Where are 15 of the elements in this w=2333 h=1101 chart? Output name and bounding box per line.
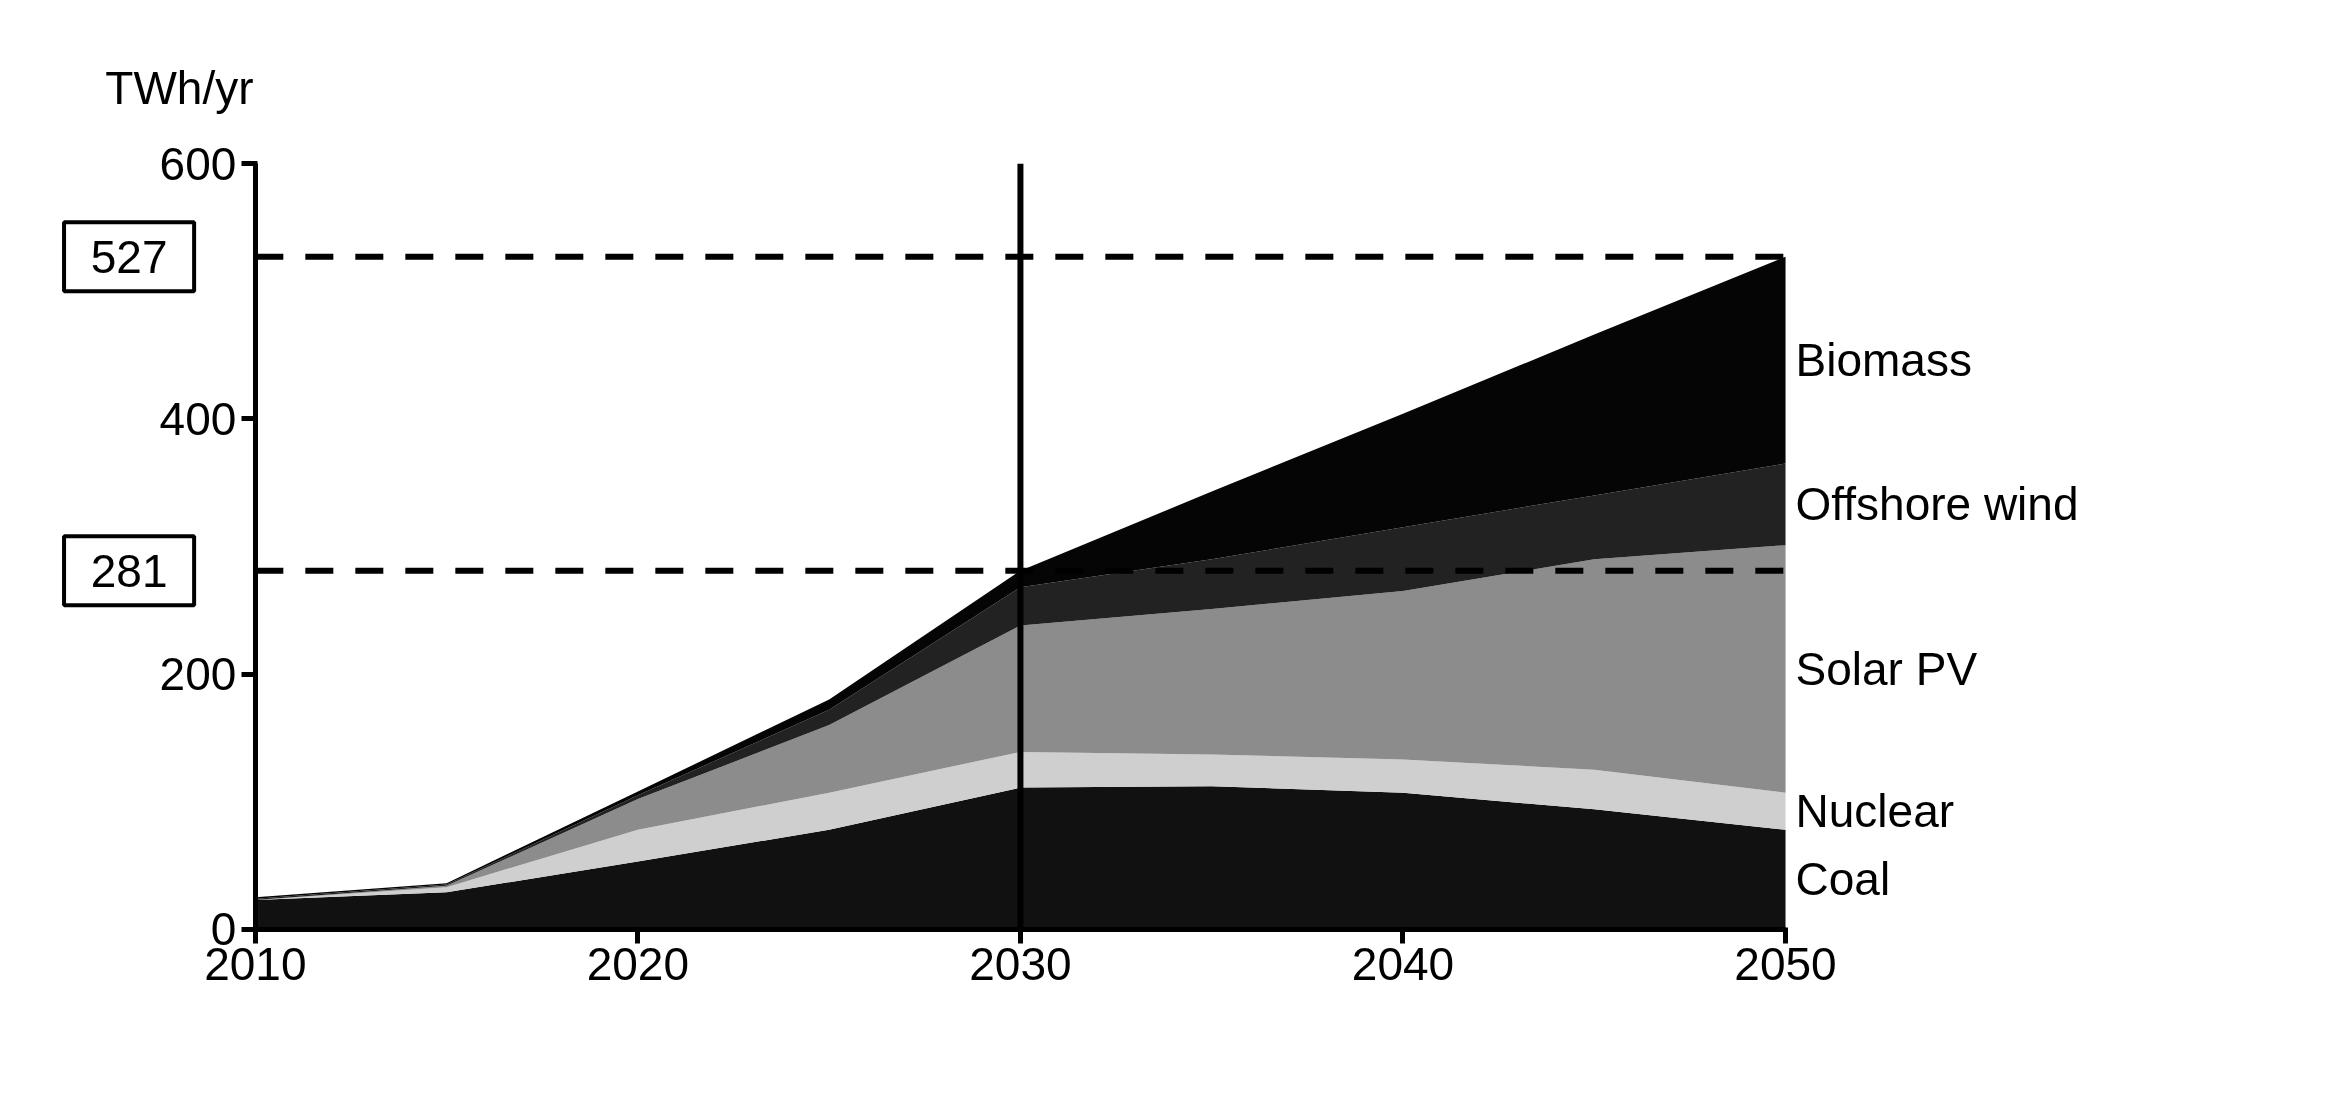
- x-tick-label: 2020: [586, 938, 690, 991]
- series-label: Solar PV: [1795, 642, 1978, 695]
- series-label: Biomass: [1795, 334, 1972, 387]
- ref-line-label: 281: [90, 544, 168, 597]
- x-tick-label: 2030: [969, 938, 1072, 991]
- x-tick-label: 2040: [1351, 938, 1455, 991]
- series-label: Coal: [1795, 853, 1891, 906]
- y-tick-label: 600: [159, 137, 237, 190]
- y-axis-title: TWh/yr: [105, 61, 254, 114]
- series-label: Nuclear: [1795, 785, 1955, 838]
- x-tick-label: 2050: [1734, 938, 1837, 991]
- ref-line-label: 527: [90, 230, 168, 283]
- series-label: Offshore wind: [1795, 478, 2079, 531]
- y-tick-label: 400: [159, 392, 237, 445]
- y-tick-label: 200: [159, 648, 237, 701]
